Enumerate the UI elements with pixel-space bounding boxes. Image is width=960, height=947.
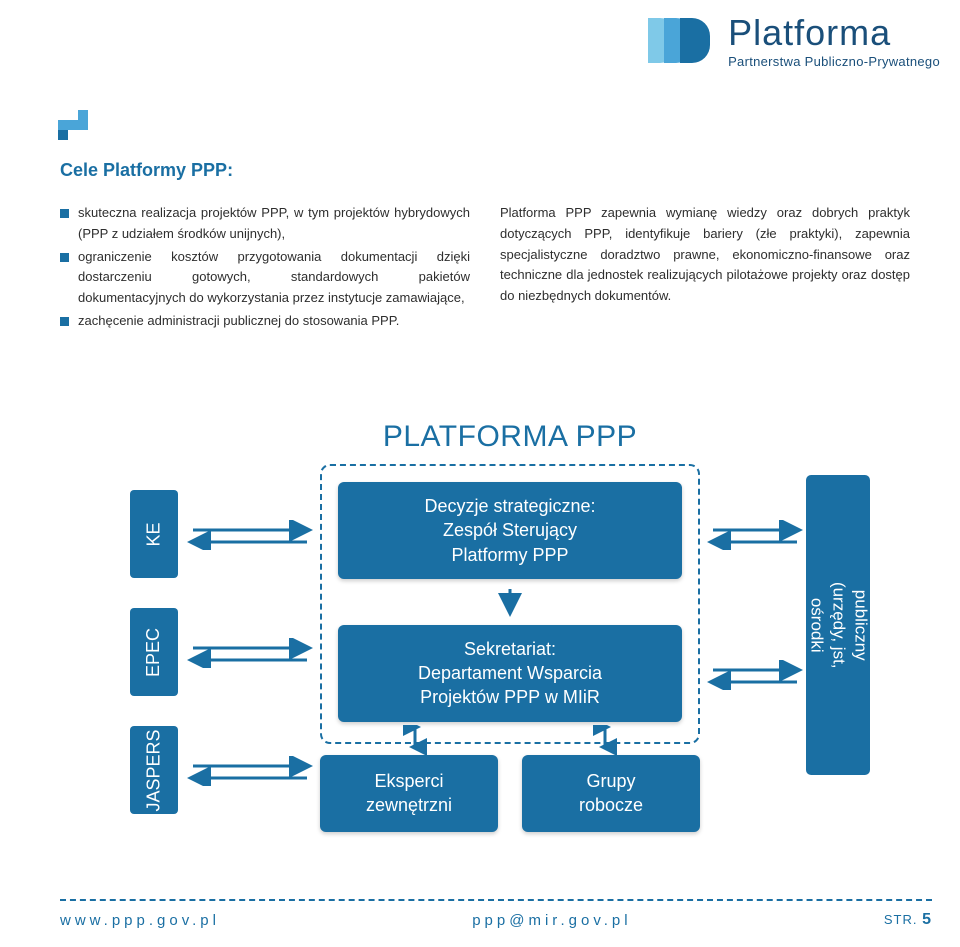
footer-url: www.ppp.gov.pl (60, 912, 220, 929)
section-title: Cele Platformy PPP: (60, 160, 910, 181)
page-number: STR. 5 (884, 911, 932, 929)
text-columns: skuteczna realizacja projektów PPP, w ty… (60, 203, 910, 334)
node-ke: KE (130, 490, 178, 578)
arrow-down-left (403, 725, 427, 755)
node-experts: Eksperci zewnętrzni (320, 755, 498, 832)
bottom-arrows (320, 725, 700, 755)
arrow-right-1 (705, 520, 805, 550)
diagram: KE EPEC JASPERS PLATFORMA PPP Decyzje st… (60, 420, 910, 850)
node-secretariat: Sekretariat: Departament Wsparcia Projek… (338, 625, 682, 722)
corner-mark-icon (58, 110, 88, 140)
arrow-right-2 (705, 660, 805, 690)
brand-title: Platforma (728, 12, 940, 54)
left-column: skuteczna realizacja projektów PPP, w ty… (60, 203, 470, 334)
main-content: Cele Platformy PPP: skuteczna realizacja… (60, 160, 910, 334)
arrow-jaspers (185, 756, 315, 786)
bottom-row: Eksperci zewnętrzni Grupy robocze (320, 755, 700, 832)
bullet-list: skuteczna realizacja projektów PPP, w ty… (60, 203, 470, 332)
list-item: skuteczna realizacja projektów PPP, w ty… (60, 203, 470, 245)
node-epec: EPEC (130, 608, 178, 696)
node-decisions: Decyzje strategiczne: Zespół Sterujący P… (338, 482, 682, 579)
footer-email: ppp@mir.gov.pl (472, 912, 631, 929)
ppp-icon (648, 10, 718, 70)
paragraph: Platforma PPP zapewnia wymianę wiedzy or… (500, 203, 910, 307)
arrow-down-right (593, 725, 617, 755)
center-panel: PLATFORMA PPP Decyzje strategiczne: Zesp… (320, 420, 700, 744)
arrow-epec (185, 638, 315, 668)
diagram-title: PLATFORMA PPP (320, 420, 700, 454)
brand-logo: Platforma Partnerstwa Publiczno-Prywatne… (648, 10, 940, 70)
right-column: Platforma PPP zapewnia wymianę wiedzy or… (500, 203, 910, 334)
left-stack: KE EPEC JASPERS (130, 490, 178, 814)
brand-text: Platforma Partnerstwa Publiczno-Prywatne… (728, 12, 940, 69)
arrow-ke (185, 520, 315, 550)
node-groups: Grupy robocze (522, 755, 700, 832)
list-item: ograniczenie kosztów przygotowania dokum… (60, 247, 470, 309)
list-item: zachęcenie administracji publicznej do s… (60, 311, 470, 332)
page-footer: www.ppp.gov.pl ppp@mir.gov.pl STR. 5 (60, 899, 932, 929)
arrow-down-1 (338, 585, 682, 619)
node-public-sector: Sektor publiczny (urzędy, jst, ośrodki a… (806, 475, 870, 775)
node-jaspers: JASPERS (130, 726, 178, 814)
brand-subtitle: Partnerstwa Publiczno-Prywatnego (728, 54, 940, 69)
dashed-container: Decyzje strategiczne: Zespół Sterujący P… (320, 464, 700, 744)
